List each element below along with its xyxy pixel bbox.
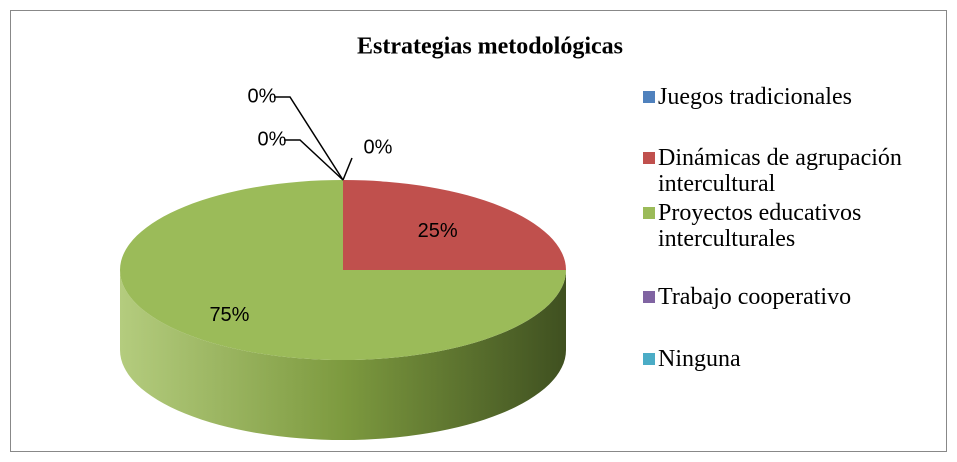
legend-label: Trabajo cooperativo [658,284,852,310]
chart-title: Estrategias metodológicas [357,34,623,60]
legend-label: Juegos tradicionales [658,84,852,110]
legend-label: Dinámicas de agrupación intercultural [658,145,902,197]
legend-swatch [643,291,655,303]
legend-swatch [643,207,655,219]
leader-line [274,96,344,181]
legend-swatch [643,152,655,164]
data-label: 0% [248,85,277,107]
pie-slice [343,180,566,270]
leader-line [342,157,353,181]
leader-line [284,139,344,181]
legend-label: Ninguna [658,346,741,372]
data-label: 25% [418,220,458,242]
pie-slice [120,180,566,360]
pie-side [120,270,566,440]
legend-swatch [643,353,655,365]
data-label: 75% [209,304,249,326]
data-label: 0% [258,128,287,150]
legend-swatch [643,91,655,103]
data-label: 0% [364,136,393,158]
legend-label: Proyectos educativos interculturales [658,200,862,252]
